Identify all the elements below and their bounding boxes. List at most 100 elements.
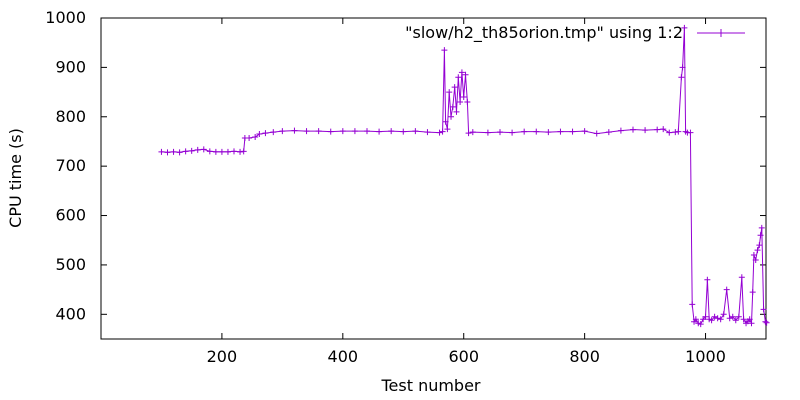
data-point <box>687 129 694 136</box>
data-point <box>484 129 491 136</box>
data-point <box>702 313 709 320</box>
data-point <box>697 321 704 328</box>
data-point <box>262 130 269 137</box>
data-point <box>666 129 673 136</box>
data-point <box>231 148 237 155</box>
data-point <box>462 71 469 78</box>
data-point <box>678 74 685 81</box>
data-point <box>449 103 456 110</box>
axis-ticks: 200 400 600 800 1000 400 500 600 700 800 900 1000 <box>45 8 766 366</box>
data-point <box>735 313 742 320</box>
data-point <box>176 149 183 156</box>
data-point <box>593 130 600 137</box>
x-tick-label: 1000 <box>685 347 726 366</box>
data-point <box>376 128 383 135</box>
data-point <box>581 128 588 135</box>
data-point <box>412 128 419 135</box>
data-point <box>689 301 696 308</box>
data-point <box>194 146 201 153</box>
data-point <box>446 89 453 96</box>
data-point <box>224 148 231 155</box>
data-point <box>327 128 334 135</box>
data-point <box>521 128 528 135</box>
data-point <box>630 126 636 133</box>
data-point <box>711 313 718 320</box>
data-point <box>246 135 253 142</box>
data-point <box>291 127 298 134</box>
data-point <box>451 84 458 91</box>
data-point <box>200 146 207 153</box>
data-point <box>749 289 756 296</box>
data-point <box>182 148 189 155</box>
data-point <box>750 252 757 259</box>
data-point <box>448 113 455 120</box>
data-point <box>439 128 446 135</box>
data-point <box>717 316 724 323</box>
data-point <box>469 129 476 136</box>
data-point <box>708 317 715 324</box>
data-point <box>760 306 767 313</box>
data-point <box>509 129 516 136</box>
data-point <box>748 320 755 327</box>
data-point <box>458 69 465 76</box>
data-point <box>679 64 686 71</box>
data-point <box>557 128 564 135</box>
data-point <box>256 131 263 138</box>
data-point <box>444 126 451 133</box>
y-tick-label: 800 <box>55 107 86 126</box>
x-tick-label: 200 <box>207 347 238 366</box>
data-point <box>497 129 503 136</box>
x-axis-label: Test number <box>380 376 480 395</box>
data-point <box>400 128 407 135</box>
data-point <box>740 316 747 323</box>
data-point <box>605 129 612 136</box>
data-point <box>303 128 310 135</box>
data-point <box>252 134 259 141</box>
data-point <box>723 286 730 293</box>
y-tick-label: 600 <box>55 206 86 225</box>
data-point <box>758 224 765 231</box>
data-point <box>726 315 733 322</box>
data-point <box>660 126 667 133</box>
data-point <box>206 148 213 155</box>
data-point <box>424 129 431 136</box>
data-point <box>158 148 165 155</box>
legend-marker <box>717 29 725 37</box>
y-tick-label: 900 <box>55 57 86 76</box>
data-point <box>457 98 464 105</box>
data-point <box>441 47 448 54</box>
data-point <box>533 128 540 135</box>
data-point <box>752 256 759 263</box>
data-point <box>763 319 770 326</box>
data-point <box>442 118 449 125</box>
x-tick-label: 400 <box>328 347 359 366</box>
data-point <box>351 128 358 135</box>
data-point <box>436 129 443 136</box>
data-point <box>692 316 699 323</box>
data-point <box>756 242 763 249</box>
data-point <box>465 130 472 137</box>
plot-frame <box>100 17 767 340</box>
data-point <box>188 147 195 154</box>
legend-label: "slow/h2_th85orion.tmp" using 1:2 <box>405 23 683 43</box>
data-point <box>364 128 370 135</box>
series-line <box>161 27 767 325</box>
data-point <box>754 247 761 254</box>
y-axis-label: CPU time (s) <box>6 128 25 228</box>
data-point <box>212 148 219 155</box>
data-point <box>720 311 727 318</box>
data-point <box>460 94 467 101</box>
data-point <box>654 126 661 133</box>
data-point <box>732 317 739 324</box>
data-point <box>675 128 682 135</box>
data-point <box>315 128 322 135</box>
data-point <box>339 128 346 135</box>
y-tick-label: 400 <box>55 304 86 323</box>
data-point <box>569 128 576 135</box>
data-point <box>642 127 649 134</box>
y-tick-label: 700 <box>55 156 86 175</box>
data-point <box>738 274 745 281</box>
y-tick-label: 500 <box>55 255 86 274</box>
data-point <box>757 232 764 239</box>
